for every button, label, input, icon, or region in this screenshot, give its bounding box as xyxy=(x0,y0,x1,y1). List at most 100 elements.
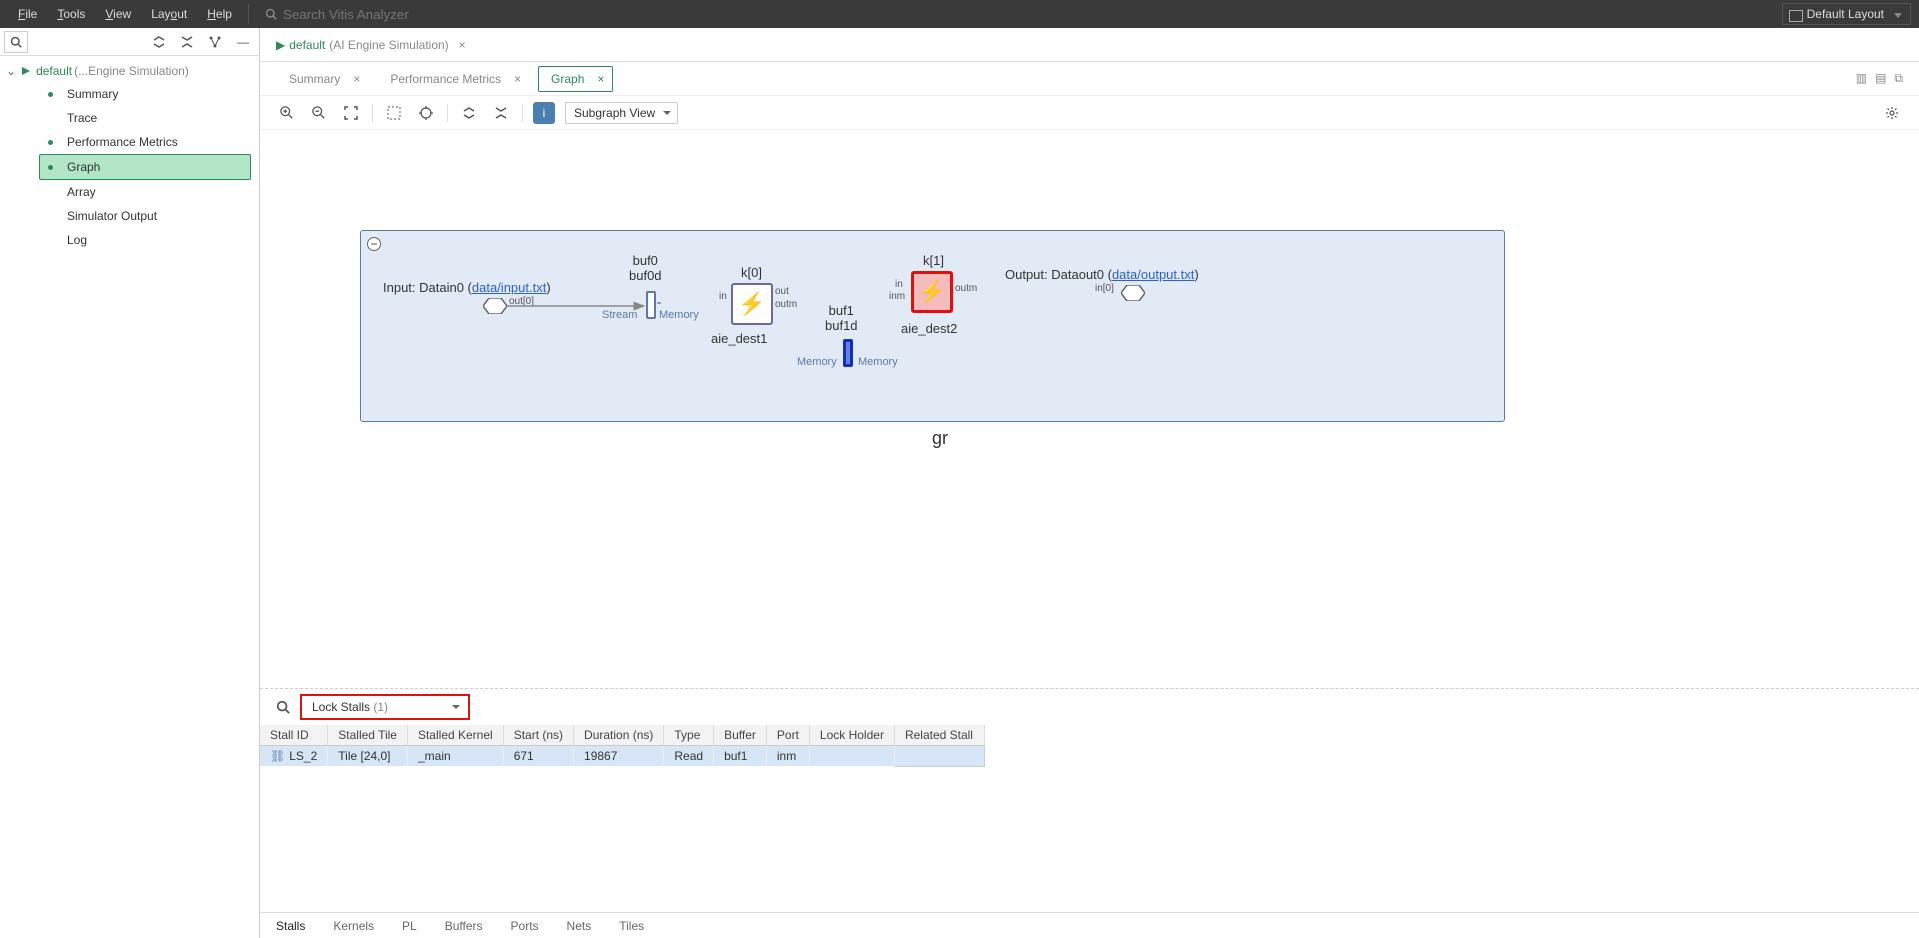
collapse-icon[interactable] xyxy=(458,102,480,124)
menu-tools[interactable]: Tools xyxy=(47,0,95,28)
output-file-link[interactable]: data/output.txt xyxy=(1112,267,1194,282)
menu-file[interactable]: File xyxy=(8,0,47,28)
tree-icon[interactable] xyxy=(203,31,227,53)
buf0-memory-label: Memory xyxy=(659,309,699,321)
sidebar-item-simout[interactable]: Simulator Output xyxy=(40,204,251,228)
bottom-tab-nets[interactable]: Nets xyxy=(567,915,592,937)
close-icon[interactable]: × xyxy=(459,38,466,52)
collapse-all-icon[interactable] xyxy=(147,31,171,53)
bottom-tab-tiles[interactable]: Tiles xyxy=(619,915,644,937)
port-in0-label: in[0] xyxy=(1095,283,1114,294)
col-duration[interactable]: Duration (ns) xyxy=(574,725,664,746)
output-port[interactable] xyxy=(1121,285,1145,301)
col-lock-holder[interactable]: Lock Holder xyxy=(809,725,894,746)
col-type[interactable]: Type xyxy=(664,725,714,746)
global-search[interactable] xyxy=(255,7,1782,22)
target-icon[interactable] xyxy=(415,102,437,124)
kernel-k1[interactable]: ⚡ xyxy=(911,271,953,313)
buf0-node[interactable] xyxy=(646,291,656,319)
col-buffer[interactable]: Buffer xyxy=(714,725,767,746)
tab-performance[interactable]: Performance Metrics× xyxy=(377,66,530,92)
tree-root[interactable]: ⌄ default (...Engine Simulation) xyxy=(0,60,259,82)
search-icon[interactable] xyxy=(276,700,290,714)
buf1-node[interactable] xyxy=(843,339,853,367)
close-icon[interactable]: × xyxy=(597,72,604,86)
buf1-memory-label-r: Memory xyxy=(858,356,898,368)
cell-lock-holder xyxy=(809,746,894,767)
input-label: Input: Datain0 (data/input.txt) xyxy=(383,280,551,295)
view-dropdown[interactable]: Subgraph View xyxy=(565,102,678,124)
bottom-tab-ports[interactable]: Ports xyxy=(511,915,539,937)
menu-bar: File Tools View Layout Help Default Layo… xyxy=(0,0,1919,28)
port-out0-label: out[0] xyxy=(509,296,534,307)
sidebar-toolbar: — xyxy=(0,28,259,56)
bottom-panel: Lock Stalls (1) Stall ID Stalled Tile St… xyxy=(260,688,1919,938)
sidebar-item-graph[interactable]: Graph xyxy=(39,154,251,180)
menu-layout[interactable]: Layout xyxy=(141,0,197,28)
buf1-memory-label-l: Memory xyxy=(797,356,837,368)
sidebar-tree: ⌄ default (...Engine Simulation) Summary… xyxy=(0,56,259,256)
menu-view[interactable]: View xyxy=(95,0,141,28)
graph-toolbar: i Subgraph View xyxy=(260,96,1919,130)
gear-icon[interactable] xyxy=(1881,102,1903,124)
bottom-tabs: Stalls Kernels PL Buffers Ports Nets Til… xyxy=(260,912,1919,938)
bottom-tab-pl[interactable]: PL xyxy=(402,915,417,937)
menu-help[interactable]: Help xyxy=(197,0,242,28)
sidebar-item-trace[interactable]: Trace xyxy=(40,106,251,130)
sidebar-search-button[interactable] xyxy=(4,31,28,53)
input-file-link[interactable]: data/input.txt xyxy=(472,280,546,295)
graph-group-label: gr xyxy=(932,428,948,449)
col-stalled-kernel[interactable]: Stalled Kernel xyxy=(407,725,503,746)
k0-label: k[0] xyxy=(741,265,762,280)
bottom-tab-buffers[interactable]: Buffers xyxy=(445,915,483,937)
sidebar-item-log[interactable]: Log xyxy=(40,228,251,252)
chevron-down-icon: ⌄ xyxy=(6,64,16,78)
fit-icon[interactable] xyxy=(340,102,362,124)
stalls-filter-dropdown[interactable]: Lock Stalls (1) xyxy=(300,694,470,720)
expand-icon[interactable] xyxy=(490,102,512,124)
layout-icon-1[interactable]: ▥ xyxy=(1856,71,1867,86)
bottom-tab-stalls[interactable]: Stalls xyxy=(276,915,305,937)
info-icon[interactable]: i xyxy=(533,102,555,124)
search-icon xyxy=(265,8,277,20)
expand-all-icon[interactable] xyxy=(175,31,199,53)
zoom-out-icon[interactable] xyxy=(308,102,330,124)
buf1-label: buf1 buf1d xyxy=(825,303,858,333)
table-row[interactable]: ⛓LS_2 Tile [24,0] _main 671 19867 Read b… xyxy=(260,746,984,767)
sidebar-item-summary[interactable]: Summary xyxy=(40,82,251,106)
graph-canvas[interactable]: − Input: Datain0 (data/input.txt) out[0]… xyxy=(260,130,1919,688)
layout-dropdown[interactable]: Default Layout xyxy=(1782,3,1911,25)
breadcrumb-bar: ▶ default (AI Engine Simulation) × xyxy=(260,28,1919,62)
sidebar: — ⌄ default (...Engine Simulation) Summa… xyxy=(0,28,260,938)
col-related-stall[interactable]: Related Stall xyxy=(894,725,984,746)
global-search-input[interactable] xyxy=(283,7,583,22)
kernel-k0[interactable]: ⚡ xyxy=(731,283,773,325)
sidebar-item-array[interactable]: Array xyxy=(40,180,251,204)
col-stall-id[interactable]: Stall ID xyxy=(260,725,328,746)
minimize-icon[interactable]: — xyxy=(231,31,255,53)
k1-port-inm: inm xyxy=(889,291,905,302)
k0-port-outm: outm xyxy=(775,299,797,310)
popout-icon[interactable]: ⧉ xyxy=(1894,71,1903,86)
layout-icon-2[interactable]: ▤ xyxy=(1875,71,1886,86)
zoom-in-icon[interactable] xyxy=(276,102,298,124)
col-port[interactable]: Port xyxy=(766,725,809,746)
buf0-stream-label: Stream xyxy=(602,309,637,321)
run-icon: ▶ xyxy=(276,38,285,52)
select-icon[interactable] xyxy=(383,102,405,124)
collapse-group-icon[interactable]: − xyxy=(367,237,381,251)
bottom-tab-kernels[interactable]: Kernels xyxy=(333,915,374,937)
col-stalled-tile[interactable]: Stalled Tile xyxy=(328,725,408,746)
col-start[interactable]: Start (ns) xyxy=(503,725,573,746)
tab-graph[interactable]: Graph× xyxy=(538,66,613,92)
tabs-row: Summary× Performance Metrics× Graph× ▥ ▤… xyxy=(260,62,1919,96)
cell-stalled-tile: Tile [24,0] xyxy=(328,746,408,767)
tab-summary[interactable]: Summary× xyxy=(276,66,369,92)
breadcrumb-title: default xyxy=(289,38,325,52)
input-port[interactable] xyxy=(483,298,507,314)
close-icon[interactable]: × xyxy=(514,72,521,86)
close-icon[interactable]: × xyxy=(353,72,360,86)
k1-label: k[1] xyxy=(923,253,944,268)
k0-name: aie_dest1 xyxy=(711,331,767,346)
sidebar-item-performance[interactable]: Performance Metrics xyxy=(40,130,251,154)
